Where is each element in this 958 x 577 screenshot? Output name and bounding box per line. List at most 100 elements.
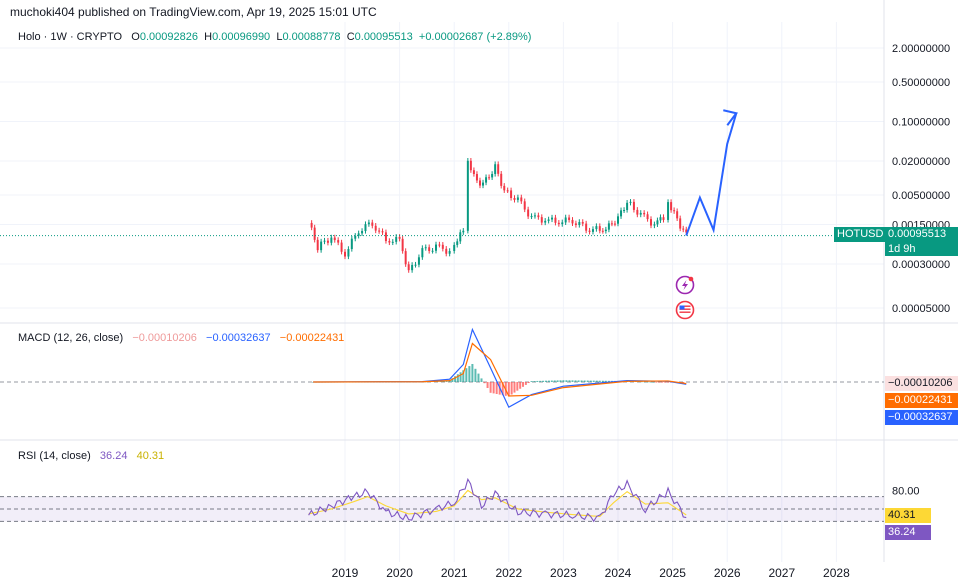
candle[interactable] (547, 219, 550, 221)
rsi-pane[interactable]: 80.00 (0, 477, 920, 523)
candle[interactable] (411, 264, 414, 271)
candle[interactable] (578, 222, 581, 226)
candle[interactable] (310, 222, 313, 228)
candle[interactable] (646, 214, 649, 220)
candle[interactable] (574, 223, 577, 226)
candle[interactable] (551, 217, 554, 220)
candle[interactable] (364, 224, 367, 232)
candle[interactable] (613, 223, 616, 225)
candle[interactable] (401, 238, 404, 252)
candle[interactable] (685, 229, 688, 233)
candle[interactable] (510, 190, 513, 199)
candle[interactable] (659, 217, 662, 221)
candle[interactable] (544, 220, 547, 223)
candle[interactable] (571, 219, 574, 224)
candle[interactable] (623, 210, 626, 212)
candle[interactable] (500, 173, 503, 186)
candle[interactable] (591, 229, 594, 232)
candle[interactable] (381, 231, 384, 233)
candle[interactable] (581, 222, 584, 224)
rsi-line[interactable] (308, 477, 687, 523)
macd-indicator-label[interactable]: MACD (12, 26, close) (18, 332, 124, 344)
candle[interactable] (595, 226, 598, 230)
time-axis[interactable]: 2019 2020 2021 2022 2023 2024 2025 2026 2027 2028 (332, 566, 850, 577)
candle[interactable] (435, 244, 437, 251)
candle[interactable] (395, 236, 398, 242)
candle[interactable] (441, 244, 444, 249)
candle[interactable] (636, 209, 639, 215)
price-axis[interactable]: 2.00000000 0.50000000 0.10000000 0.02000000… (892, 43, 950, 315)
candle[interactable] (320, 241, 323, 251)
candle[interactable] (344, 251, 346, 257)
candle[interactable] (357, 233, 360, 236)
candle[interactable] (330, 237, 333, 243)
candle[interactable] (475, 174, 478, 181)
candle[interactable] (662, 217, 665, 220)
candle[interactable] (445, 248, 448, 254)
candle[interactable] (533, 215, 536, 217)
candle[interactable] (462, 230, 465, 233)
candle[interactable] (506, 190, 509, 192)
candle[interactable] (466, 160, 469, 231)
candle[interactable] (503, 185, 506, 191)
candle[interactable] (340, 242, 343, 252)
candle[interactable] (391, 241, 394, 243)
candle[interactable] (313, 227, 316, 240)
candle[interactable] (601, 230, 604, 232)
candle[interactable] (456, 241, 459, 245)
candle[interactable] (557, 222, 560, 225)
candle[interactable] (568, 217, 571, 220)
candle[interactable] (354, 235, 357, 239)
price-pane[interactable] (0, 109, 884, 273)
candle[interactable] (494, 164, 497, 174)
candle[interactable] (337, 240, 340, 243)
symbol-label[interactable]: Holo · 1W · CRYPTO (18, 31, 123, 43)
projection-path[interactable] (685, 112, 738, 236)
overlay-icons[interactable] (675, 275, 695, 320)
macd-pane[interactable] (0, 327, 884, 409)
us-flag-icon[interactable] (675, 300, 695, 320)
candle[interactable] (417, 257, 420, 265)
candle[interactable] (488, 177, 491, 179)
symbol-tag[interactable]: HOTUSD (834, 227, 887, 242)
candle[interactable] (520, 197, 523, 202)
candle[interactable] (407, 264, 410, 271)
candle[interactable] (404, 251, 407, 265)
candle[interactable] (326, 240, 329, 243)
candle[interactable] (561, 222, 564, 225)
candle[interactable] (530, 216, 533, 218)
candle[interactable] (497, 164, 500, 174)
candle[interactable] (448, 251, 451, 254)
candle[interactable] (540, 217, 543, 223)
candle[interactable] (482, 182, 485, 186)
candle[interactable] (537, 215, 540, 218)
candle[interactable] (388, 241, 391, 243)
candle[interactable] (649, 219, 652, 226)
candle[interactable] (629, 201, 632, 203)
candle[interactable] (598, 226, 601, 231)
candle[interactable] (398, 236, 401, 239)
candle[interactable] (554, 217, 557, 223)
candle[interactable] (361, 231, 364, 234)
candle[interactable] (485, 177, 488, 183)
candle[interactable] (316, 239, 319, 251)
candle[interactable] (421, 248, 424, 258)
candle[interactable] (371, 222, 374, 226)
rsi-indicator-label[interactable]: RSI (14, close) (18, 450, 91, 462)
candle[interactable] (428, 247, 431, 251)
candle[interactable] (682, 228, 685, 230)
candle[interactable] (676, 211, 679, 219)
candle[interactable] (414, 264, 417, 266)
candle[interactable] (367, 222, 370, 225)
candle[interactable] (670, 202, 673, 211)
candle[interactable] (378, 230, 381, 232)
candle[interactable] (588, 230, 591, 232)
candle[interactable] (643, 212, 646, 215)
candle[interactable] (438, 244, 441, 246)
candle[interactable] (626, 202, 629, 211)
candle[interactable] (323, 240, 326, 242)
macd-signal-line[interactable] (313, 342, 687, 397)
candle[interactable] (673, 210, 676, 212)
candle[interactable] (667, 202, 670, 220)
